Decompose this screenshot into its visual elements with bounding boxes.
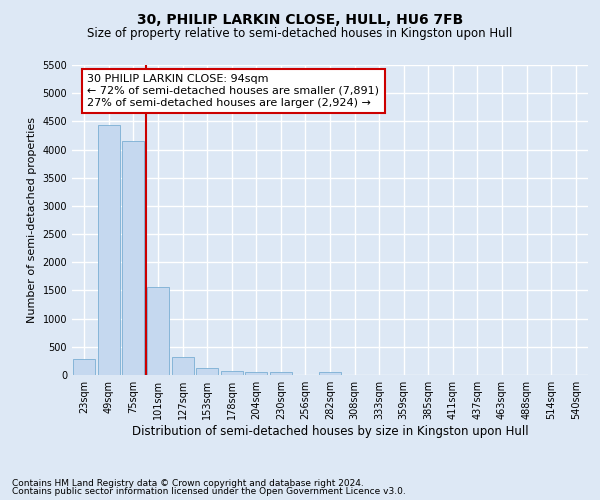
Y-axis label: Number of semi-detached properties: Number of semi-detached properties: [27, 117, 37, 323]
Text: 30 PHILIP LARKIN CLOSE: 94sqm
← 72% of semi-detached houses are smaller (7,891)
: 30 PHILIP LARKIN CLOSE: 94sqm ← 72% of s…: [88, 74, 379, 108]
Bar: [73, 359, 95, 375]
X-axis label: Distribution of semi-detached houses by size in Kingston upon Hull: Distribution of semi-detached houses by …: [131, 425, 529, 438]
Bar: [172, 357, 194, 375]
Bar: [147, 287, 169, 375]
Bar: [319, 372, 341, 375]
Bar: [98, 126, 120, 375]
Text: 30, PHILIP LARKIN CLOSE, HULL, HU6 7FB: 30, PHILIP LARKIN CLOSE, HULL, HU6 7FB: [137, 12, 463, 26]
Text: Contains HM Land Registry data © Crown copyright and database right 2024.: Contains HM Land Registry data © Crown c…: [12, 478, 364, 488]
Bar: [196, 368, 218, 375]
Bar: [245, 372, 268, 375]
Bar: [270, 372, 292, 375]
Text: Size of property relative to semi-detached houses in Kingston upon Hull: Size of property relative to semi-detach…: [88, 28, 512, 40]
Text: Contains public sector information licensed under the Open Government Licence v3: Contains public sector information licen…: [12, 487, 406, 496]
Bar: [122, 141, 145, 375]
Bar: [221, 371, 243, 375]
